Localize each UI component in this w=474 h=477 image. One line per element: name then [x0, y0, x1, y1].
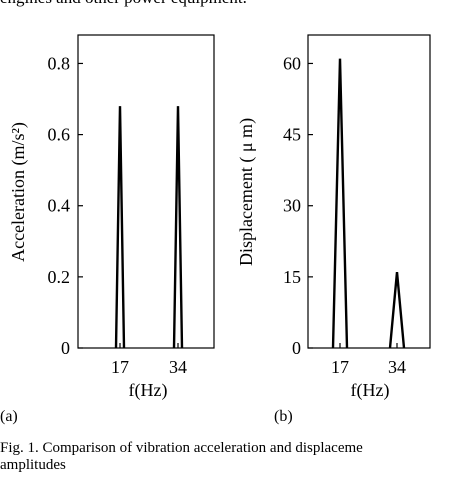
caption-line: amplitudes [0, 457, 66, 473]
x-tick-label: 17 [111, 357, 129, 377]
peak-line [172, 106, 184, 349]
y-tick-label: 0.2 [48, 267, 71, 287]
y-axis-label: Acceleration (m/s²) [8, 122, 29, 262]
y-tick-label: 45 [283, 125, 301, 145]
y-axis-label: Displacement ( μ m) [236, 118, 257, 266]
peak-line [114, 106, 126, 349]
peak-line [331, 58, 349, 349]
plot-frame [307, 34, 431, 349]
figure-caption: Fig. 1. Comparison of vibration accelera… [0, 440, 474, 474]
y-tick-label: 0.6 [48, 125, 71, 145]
panel-label-a: (a) [0, 408, 18, 425]
x-tick-label: 17 [331, 357, 349, 377]
chart-acceleration: Acceleration (m/s²) f(Hz) 00.20.40.60.8 … [8, 34, 215, 401]
y-tick-label: 0.4 [48, 196, 71, 216]
panel-label-b: (b) [274, 408, 293, 425]
plot-frame [77, 34, 215, 349]
y-tick-label: 15 [283, 267, 301, 287]
x-tick-label: 34 [169, 357, 187, 377]
x-tick-label: 34 [388, 357, 406, 377]
y-tick-label: 0 [292, 338, 301, 358]
y-tick-label: 60 [283, 53, 301, 73]
chart-displacement: Displacement ( μ m) f(Hz) 0 15 30 45 60 17 34 [236, 34, 431, 401]
peak-line [388, 272, 406, 349]
y-tick-label: 30 [283, 196, 301, 216]
x-axis-label: f(Hz) [129, 380, 168, 401]
y-tick-label: 0.8 [48, 53, 71, 73]
y-tick-label: 0 [61, 338, 70, 358]
header-text-fragment: engines and other power equipment. [0, 0, 247, 8]
x-axis-label: f(Hz) [351, 380, 390, 401]
caption-line: Fig. 1. Comparison of vibration accelera… [0, 440, 363, 456]
